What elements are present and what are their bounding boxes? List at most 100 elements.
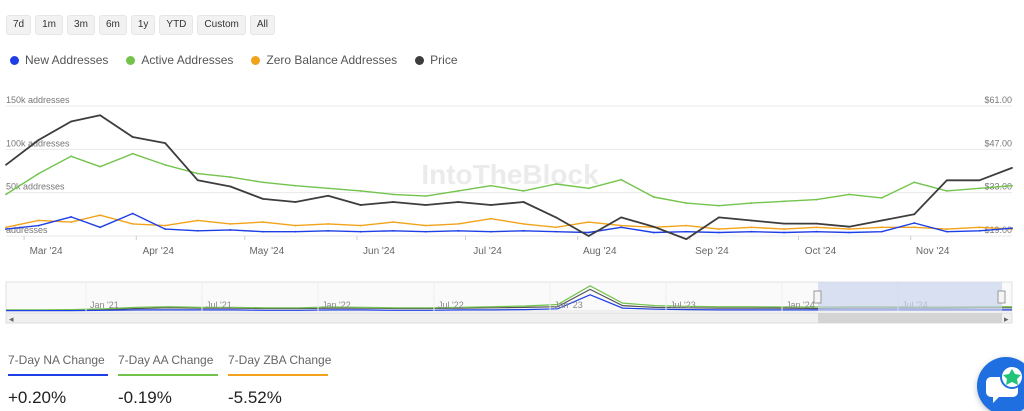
data-point: [5, 163, 7, 166]
data-point: [164, 164, 167, 166]
data-point: [978, 229, 981, 232]
range-button-7d[interactable]: 7d: [6, 15, 32, 35]
chat-button[interactable]: [977, 357, 1024, 411]
data-point: [620, 224, 623, 227]
series-line-zero-balance-addresses: [5, 214, 1013, 230]
data-point: [99, 165, 101, 168]
data-point: [392, 201, 395, 203]
x-axis-tick-label: Jul '24: [473, 246, 502, 257]
data-point: [1011, 167, 1013, 169]
navigator-tick-label: Jan '23: [554, 300, 583, 310]
data-point: [750, 219, 753, 222]
data-point: [99, 226, 101, 229]
data-point: [522, 222, 525, 225]
navigator-selection: [818, 282, 1002, 311]
data-point: [457, 222, 460, 225]
range-button-1m[interactable]: 1m: [35, 15, 64, 35]
legend-label: New Addresses: [25, 53, 109, 67]
legend-marker: [251, 55, 261, 65]
legend-item-active-addresses[interactable]: Active Addresses: [126, 53, 233, 67]
data-point: [37, 139, 40, 141]
data-point: [196, 179, 199, 182]
data-point: [196, 172, 199, 175]
data-point: [5, 226, 7, 229]
data-point: [555, 230, 557, 233]
data-point: [1011, 184, 1013, 187]
data-point: [945, 228, 948, 230]
data-point: [717, 231, 720, 234]
y-axis-left-tick-label: 100k addresses: [6, 138, 70, 148]
navigator-chart[interactable]: Jan '21 Jul '21 Jan '22 Jul '22 Jan '23 Jul '…: [0, 278, 1024, 326]
data-point: [913, 222, 916, 224]
data-point: [913, 226, 916, 229]
data-point: [848, 231, 851, 234]
main-chart[interactable]: addresses 50k addresses 100k addresses 150k…: [0, 96, 1024, 266]
data-point: [99, 214, 101, 217]
data-point: [164, 228, 167, 230]
range-button-3m[interactable]: 3m: [67, 15, 95, 35]
range-button-ytd[interactable]: YTD: [159, 15, 194, 35]
data-point: [945, 190, 948, 192]
legend-marker: [126, 55, 136, 65]
data-point: [750, 202, 753, 204]
data-point: [783, 231, 785, 234]
y-axis-left-tick-label: 150k addresses: [6, 96, 70, 105]
range-button-1y[interactable]: 1y: [130, 15, 156, 35]
range-button-custom[interactable]: Custom: [197, 15, 246, 35]
chat-bubble-icon: [986, 365, 1024, 403]
legend-item-new-addresses[interactable]: New Addresses: [10, 53, 108, 67]
stat-aa-change: 7-Day AA Change -0.19%: [118, 353, 218, 408]
range-button-6m[interactable]: 6m: [98, 15, 127, 35]
data-point: [620, 226, 623, 229]
range-button-all[interactable]: All: [249, 15, 275, 35]
data-point: [490, 217, 492, 220]
data-point: [262, 221, 264, 224]
data-point: [70, 221, 73, 224]
stat-value: +0.20%: [8, 388, 67, 407]
data-point: [880, 230, 883, 233]
data-point: [587, 235, 590, 237]
data-point: [229, 185, 232, 188]
data-point: [262, 181, 264, 184]
data-point: [70, 216, 73, 218]
data-point: [327, 187, 329, 190]
data-point: [327, 194, 329, 197]
legend-item-zero-balance-addresses[interactable]: Zero Balance Addresses: [251, 53, 397, 67]
data-point: [783, 228, 785, 230]
data-point: [229, 176, 232, 178]
navigator-tick-label: Jan '24: [786, 300, 815, 310]
navigator-handle-left: [813, 290, 822, 304]
legend-label: Active Addresses: [141, 53, 234, 67]
data-point: [359, 224, 362, 227]
data-point: [327, 229, 329, 232]
data-point: [229, 222, 232, 225]
data-point: [978, 187, 981, 190]
data-point: [424, 204, 427, 206]
chart-legend: New Addresses Active Addresses Zero Bala…: [10, 53, 458, 67]
y-axis-left-tick-label: addresses: [6, 225, 48, 235]
data-point: [880, 196, 883, 199]
navigator-tick-label: Jan '21: [90, 300, 119, 310]
data-point: [652, 196, 655, 198]
data-point: [750, 230, 753, 233]
series-line-price: [5, 114, 1013, 241]
stat-value: -0.19%: [118, 388, 172, 407]
data-point: [587, 221, 590, 224]
data-point: [815, 222, 818, 225]
stat-zba-change: 7-Day ZBA Change -5.52%: [228, 353, 331, 408]
data-point: [294, 201, 297, 203]
data-point: [490, 204, 492, 206]
x-axis-tick-label: Apr '24: [143, 246, 175, 257]
y-axis-right-tick-label: $47.00: [984, 138, 1012, 148]
data-point: [913, 213, 916, 216]
x-axis-tick-label: Oct '24: [805, 246, 837, 257]
data-point: [70, 120, 73, 123]
stat-label: 7-Day NA Change: [8, 353, 108, 376]
data-point: [424, 195, 427, 198]
data-point: [5, 193, 7, 196]
data-point: [848, 225, 851, 228]
data-point: [37, 172, 40, 175]
legend-item-price[interactable]: Price: [415, 53, 458, 67]
scrollbar-thumb: [818, 313, 1002, 323]
data-point: [196, 219, 199, 222]
